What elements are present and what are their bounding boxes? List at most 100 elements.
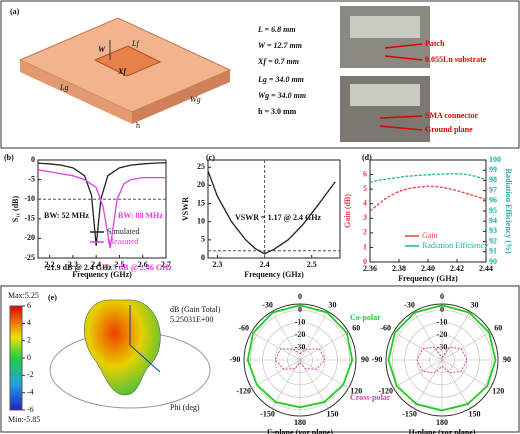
arrow (384, 43, 423, 49)
y-tick-label: -20 (24, 233, 35, 242)
polar-spoke (441, 359, 471, 409)
colorbar-tick-label: -6 (27, 405, 34, 414)
theta-tick-label: -120 (236, 386, 251, 395)
polar-spoke (271, 311, 301, 361)
pattern-text: dB (Gain Total) (170, 305, 221, 314)
y-tick-label: 0 (31, 155, 35, 164)
min-label: Min:-5.85 (8, 415, 40, 424)
colorbar-tick-label: 6 (27, 301, 31, 310)
polar-series (274, 348, 326, 370)
photo-label: Patch (425, 39, 445, 48)
photo-label: 0.055Ln substrate (425, 55, 487, 64)
radiation-pattern-3d (84, 299, 161, 396)
colorbar-tick-label: 0 (27, 353, 31, 362)
diagram-label: Xf (117, 67, 127, 76)
y2-tick-label: 99 (489, 165, 497, 174)
annotation: BW: 52 MHz (44, 211, 89, 220)
polar-spoke (413, 359, 443, 409)
x-tick-label: 2.40 (421, 264, 435, 273)
colorbar-tick-label: 2 (27, 335, 31, 344)
x-axis-label: Frequency (GHz) (72, 270, 132, 279)
diagram-label: h (136, 121, 140, 130)
polar-spoke (413, 311, 443, 361)
series-line (369, 185, 487, 212)
y-tick-label: 0 (201, 253, 205, 262)
dimension: h = 3.0 mm (258, 107, 297, 116)
theta-tick-label: 30 (471, 300, 479, 309)
y-tick-label: 15 (197, 198, 205, 207)
theta-tick-label: 150 (327, 409, 339, 418)
panel-label: (d) (362, 153, 372, 162)
x-axis-label: Frequency (GHz) (244, 270, 304, 279)
y-tick-label: -15 (24, 214, 35, 223)
x-tick-label: 2.4 (91, 260, 101, 269)
arrow (379, 125, 423, 131)
y-tick-label: 10 (197, 217, 205, 226)
photo-label: Ground plane (425, 125, 473, 134)
series-line (207, 170, 336, 255)
dimension: Xf = 0.7 mm (257, 57, 299, 66)
y-tick-label: 5 (363, 184, 367, 193)
y2-axis-label: Radiation Efficiency (%) (504, 168, 513, 254)
theta-tick-label: -90 (372, 355, 383, 364)
y2-tick-label: 98 (489, 175, 497, 184)
series-line (37, 162, 167, 246)
photo-caliper (350, 16, 420, 38)
panel-e-frame (0, 285, 520, 433)
panel-label: (e) (48, 293, 57, 302)
x-axis-label: Frequency (GHz) (398, 274, 458, 283)
y2-tick-label: 94 (489, 216, 497, 225)
polar-spoke (393, 331, 443, 361)
polar-spoke (251, 331, 301, 361)
theta-tick-label: 120 (492, 386, 504, 395)
dimension: Wg = 34.0 mm (258, 91, 306, 100)
y2-tick-label: 93 (489, 226, 497, 235)
panel-label: (c) (206, 153, 215, 162)
theta-tick-label: 60 (494, 323, 502, 332)
panel-label: (b) (4, 153, 14, 162)
y-tick-label: 5 (201, 235, 205, 244)
polar-caption: E-plane (yoz plane) (267, 428, 334, 434)
x-tick-label: 2.5 (114, 260, 124, 269)
y-tick-label: 3 (363, 213, 367, 222)
theta-tick-label: 60 (352, 323, 360, 332)
colorbar-tick-label: -2 (27, 370, 34, 379)
series-line (37, 169, 166, 249)
theta-tick-label: 90 (503, 355, 511, 364)
x-tick-label: 2.44 (479, 264, 493, 273)
diagram-label: Lg (59, 83, 68, 92)
y-tick-label: 1 (363, 242, 367, 251)
x-tick-label: 2.3 (212, 260, 222, 269)
legend-label: Cross-polar (350, 393, 391, 402)
polar-spoke (393, 359, 443, 389)
y-tick-label: -5 (28, 174, 35, 183)
colorbar-tick-label: -4 (27, 387, 34, 396)
legend-label: Radiation Efficiency (422, 241, 488, 250)
photo-caliper (350, 84, 420, 106)
colorbar (9, 305, 23, 411)
polar-spoke (299, 331, 349, 361)
legend-label: Measured (107, 237, 139, 246)
x-tick-label: 2.36 (363, 264, 377, 273)
axis-x (129, 344, 161, 373)
annotation: -21.9 dB @ 2.4 GHz (44, 263, 112, 272)
polar-spoke (441, 331, 491, 361)
y2-tick-label: 92 (489, 236, 497, 245)
theta-tick-label: -30 (262, 300, 273, 309)
y-tick-label: 20 (197, 180, 205, 189)
theta-tick-label: -150 (260, 409, 275, 418)
theta-tick-label: -60 (238, 323, 249, 332)
y-tick-label: 0 (363, 257, 367, 266)
legend-label: Gain (422, 231, 438, 240)
polar-spoke (441, 311, 471, 361)
legend-label: Co-polar (350, 313, 381, 322)
polar-series (416, 346, 468, 374)
x-tick-label: 2.38 (392, 264, 406, 273)
x-tick-label: 2.6 (138, 260, 148, 269)
diagram-label: Lf (131, 39, 140, 48)
plot-frame (207, 159, 341, 259)
y-tick-label: -10 (24, 194, 35, 203)
x-tick-label: 2.2 (45, 260, 55, 269)
polar-spoke (299, 359, 349, 389)
theta-tick-label: 30 (329, 300, 337, 309)
